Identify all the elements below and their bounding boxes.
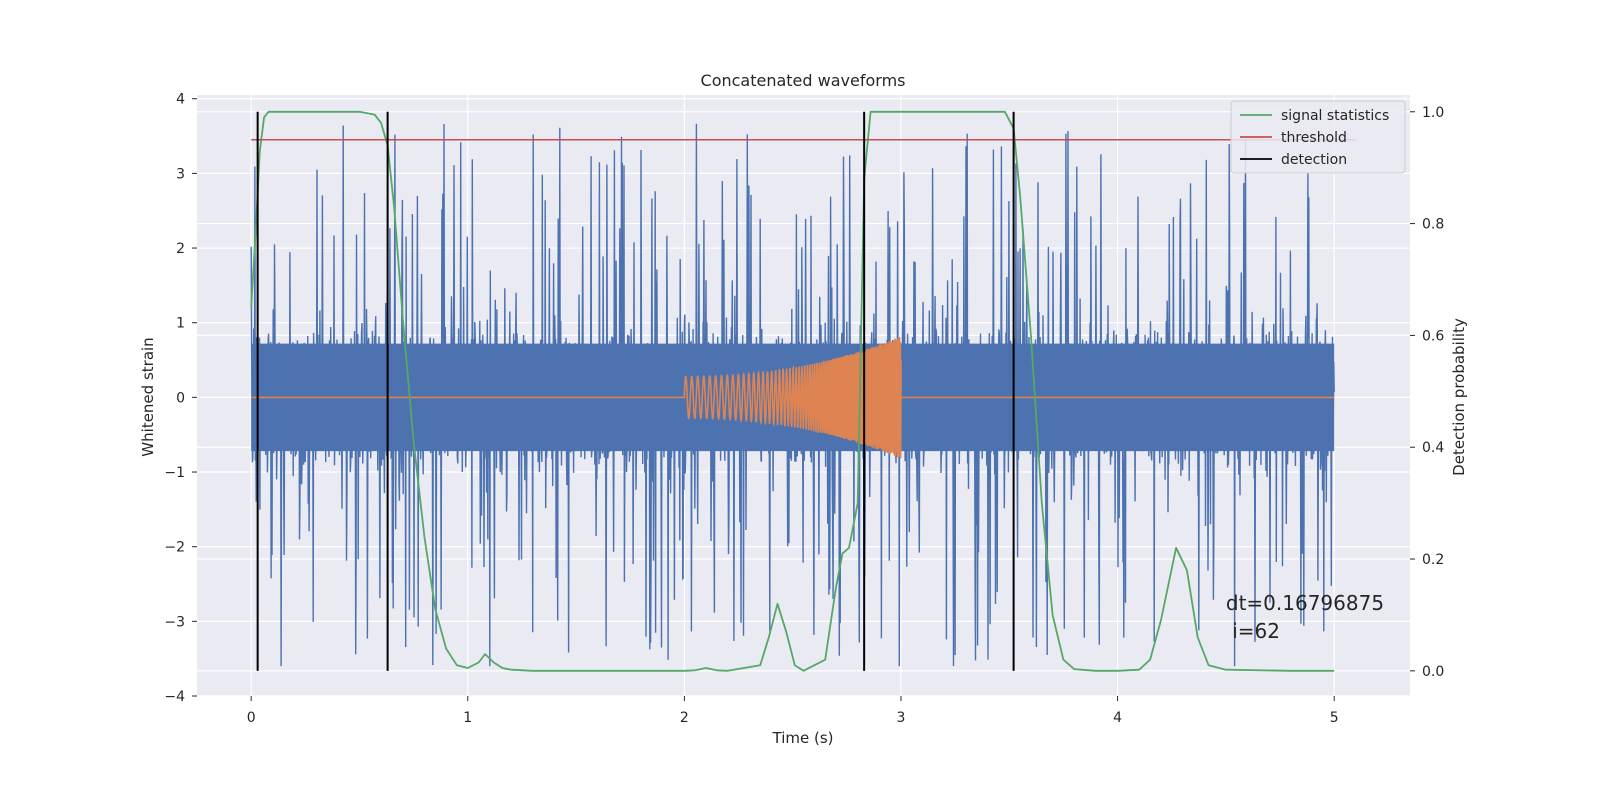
x-tick-label: 4 (1113, 710, 1122, 726)
legend-label-threshold: threshold (1281, 130, 1347, 146)
y-tick-label: 4 (176, 92, 185, 108)
y2-tick-label: 0.4 (1422, 440, 1444, 456)
y-tick-label: 3 (176, 166, 185, 182)
signal-statistics-series (250, 110, 1335, 672)
x-tick-label: 5 (1330, 710, 1339, 726)
y-tick-label: 2 (176, 241, 185, 257)
y-tick-label: −1 (164, 465, 185, 481)
y2-axis-title: Detection probability (1450, 318, 1468, 476)
y2-tick-label: 1.0 (1422, 105, 1444, 121)
legend-label-signal-statistics: signal statistics (1281, 108, 1389, 124)
y2-tick-label: 0.0 (1422, 664, 1444, 680)
y2-tick-label: 0.8 (1422, 217, 1444, 233)
x-tick-label: 2 (680, 710, 689, 726)
y2-tick-label: 0.2 (1422, 552, 1444, 568)
y-tick-label: −3 (164, 614, 185, 630)
detection-series (256, 111, 1015, 671)
axes: 0 1 2 3 4 5 4 3 2 1 0 −1 −2 −3 −4 1.0 0.8 0.6 0.4 0.2 0.0 (164, 92, 1444, 726)
chart-title: Concatenated waveforms (701, 71, 906, 90)
signal-statistics-line (250, 110, 1335, 672)
legend-label-detection: detection (1281, 152, 1347, 168)
y-tick-label: −2 (164, 540, 185, 556)
x-tick-label: 1 (463, 710, 472, 726)
legend-frame (1230, 100, 1406, 174)
annotation-index: i=62 (1226, 619, 1280, 643)
x-tick-label: 0 (247, 710, 256, 726)
y2-tick-label: 0.6 (1422, 328, 1444, 344)
y-tick-label: −4 (164, 689, 185, 705)
annotation-dt: dt=0.16796875 (1226, 591, 1384, 615)
x-tick-label: 3 (897, 710, 906, 726)
data-layer (250, 110, 1356, 672)
y-axis-title: Whitened strain (139, 337, 157, 456)
y-tick-label: 0 (176, 390, 185, 406)
y-tick-label: 1 (176, 316, 185, 332)
legend: signal statistics threshold detection (1230, 100, 1406, 174)
x-axis-title: Time (s) (772, 729, 834, 747)
